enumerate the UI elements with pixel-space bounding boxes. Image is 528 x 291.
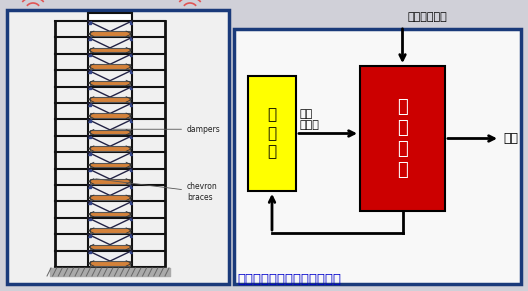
Polygon shape [88, 21, 90, 24]
Bar [90, 146, 130, 151]
Bar [248, 76, 296, 191]
Bar [90, 31, 130, 36]
Text: dampers: dampers [113, 125, 221, 134]
Polygon shape [88, 234, 90, 237]
Polygon shape [88, 119, 90, 122]
Bar [90, 130, 130, 134]
Bar [7, 10, 229, 284]
Polygon shape [88, 218, 90, 220]
Polygon shape [88, 70, 90, 73]
Polygon shape [129, 152, 132, 155]
Text: 结构振动被动控制系统的原理: 结构振动被动控制系统的原理 [237, 273, 341, 286]
Bar [90, 245, 130, 249]
Text: chevron
braces: chevron braces [96, 179, 218, 202]
Polygon shape [129, 234, 132, 237]
Polygon shape [129, 185, 132, 187]
Polygon shape [129, 70, 132, 73]
Polygon shape [88, 201, 90, 204]
Polygon shape [129, 54, 132, 56]
Polygon shape [129, 21, 132, 24]
Bar [90, 261, 130, 266]
Polygon shape [88, 103, 90, 106]
Bar [90, 212, 130, 217]
Polygon shape [129, 201, 132, 204]
Polygon shape [88, 87, 90, 89]
Bar [90, 64, 130, 69]
Text: 被动
控制力: 被动 控制力 [300, 109, 320, 130]
Polygon shape [129, 103, 132, 106]
Bar [360, 66, 445, 211]
Text: 响应: 响应 [503, 132, 518, 145]
Text: 阻
尼
器: 阻 尼 器 [268, 107, 277, 159]
Polygon shape [88, 251, 90, 253]
Polygon shape [129, 218, 132, 220]
Bar [234, 29, 521, 284]
Bar [90, 228, 130, 233]
Polygon shape [88, 54, 90, 56]
Polygon shape [88, 168, 90, 171]
Polygon shape [88, 38, 90, 40]
Polygon shape [88, 136, 90, 138]
Polygon shape [129, 251, 132, 253]
Bar [90, 97, 130, 102]
Text: 主
体
结
构: 主 体 结 构 [397, 98, 408, 179]
Bar [90, 196, 130, 200]
Bar [90, 179, 130, 184]
Bar [90, 113, 130, 118]
Text: 风、地震干扰: 风、地震干扰 [408, 12, 447, 22]
Polygon shape [129, 87, 132, 89]
Bar [88, 13, 132, 21]
Bar [90, 48, 130, 52]
Bar [90, 163, 130, 167]
Polygon shape [88, 152, 90, 155]
Polygon shape [129, 119, 132, 122]
Polygon shape [129, 168, 132, 171]
Polygon shape [129, 136, 132, 138]
Polygon shape [129, 38, 132, 40]
Polygon shape [88, 185, 90, 187]
Bar [90, 81, 130, 85]
